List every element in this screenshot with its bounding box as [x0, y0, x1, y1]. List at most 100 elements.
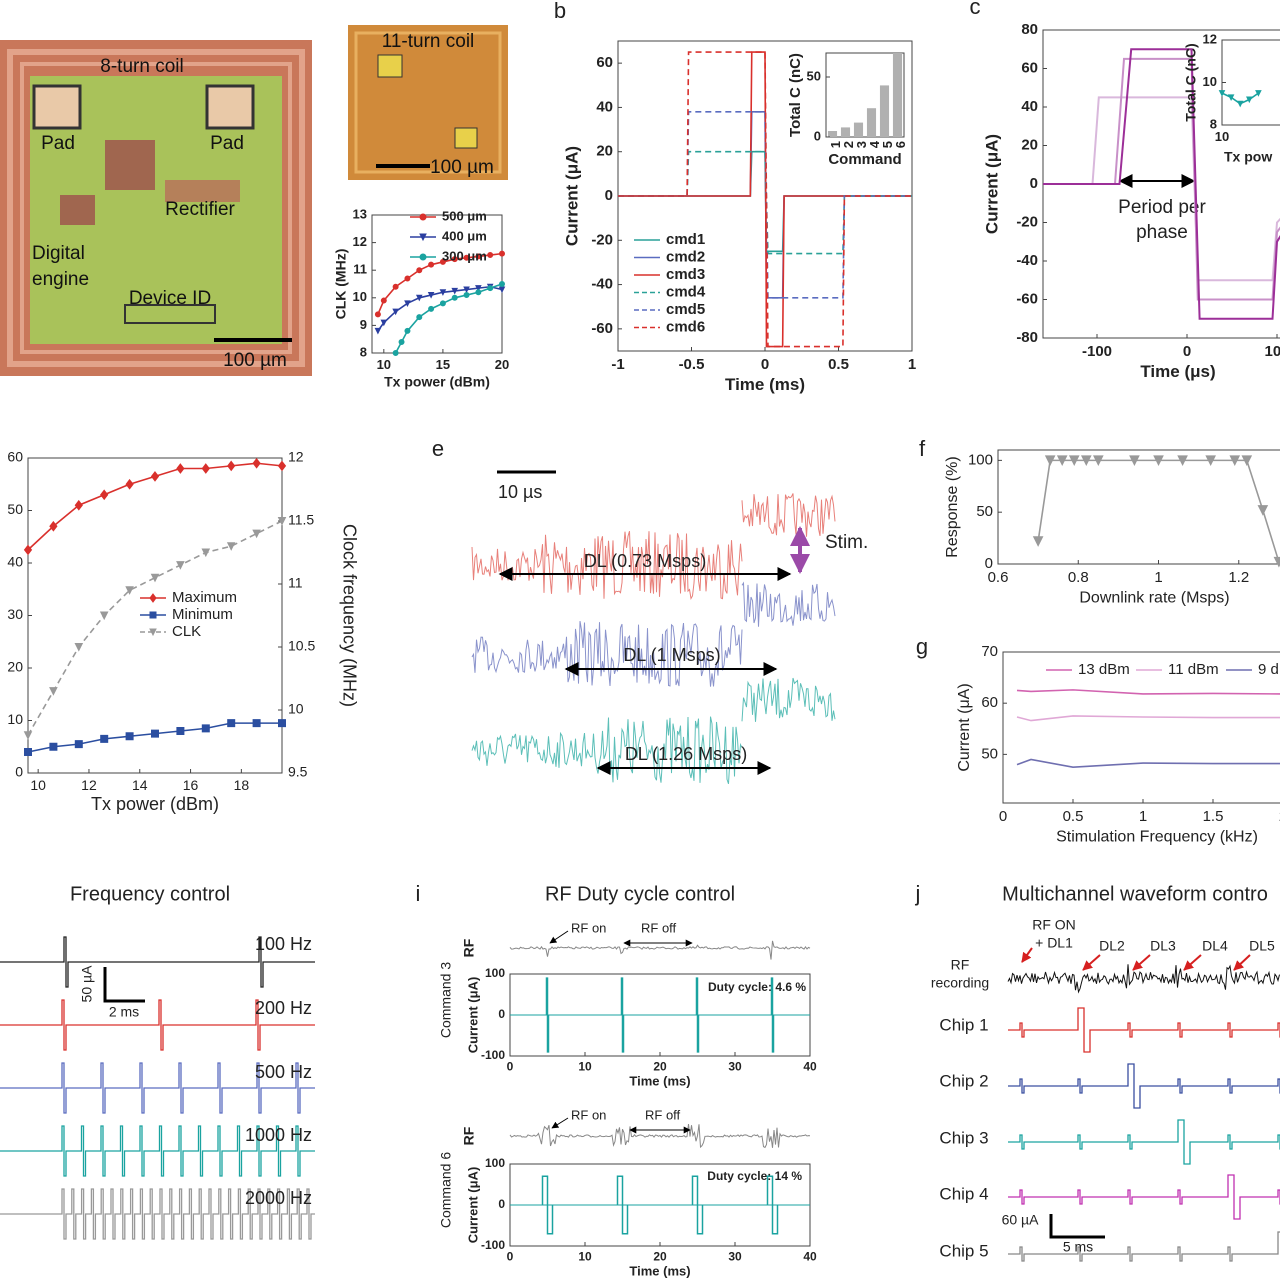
coil — [354, 31, 502, 174]
x-tick-label: 15 — [436, 357, 450, 372]
legend-label: cmd1 — [666, 231, 705, 248]
x-axis-label: Time (ms) — [629, 1073, 690, 1088]
marker — [428, 261, 435, 268]
marker — [125, 732, 134, 741]
y2-axis-label: Clock frequency (MHz) — [339, 524, 359, 707]
marker — [1044, 455, 1056, 466]
x-tick-label: 1 — [908, 356, 916, 373]
marker — [374, 311, 381, 318]
y-tick-label: 100 — [968, 451, 993, 468]
legend-label: 11 dBm — [1168, 661, 1219, 678]
x-tick-label: 1.2 — [1228, 569, 1249, 586]
marker — [201, 463, 210, 474]
annotation: DL (1.26 Msps) — [625, 744, 747, 764]
bar — [866, 108, 877, 137]
trace-label: 100 Hz — [255, 934, 312, 954]
marker — [1032, 536, 1044, 547]
series-line — [1016, 758, 1280, 768]
annotation: Duty cycle: 14 % — [707, 1169, 802, 1183]
marker — [475, 289, 482, 296]
y-tick-label: 70 — [981, 643, 998, 660]
y-tick-label: 13 — [353, 206, 367, 221]
label: Pad — [41, 133, 75, 154]
x-tick-label: 0 — [999, 808, 1007, 825]
bar — [840, 127, 851, 137]
y-tick-label: 0 — [814, 128, 821, 143]
annotation: DL (1 Msps) — [623, 645, 720, 665]
x-tick-label: 30 — [728, 1060, 742, 1074]
y-tick-label: 12 — [1203, 31, 1217, 46]
trace-label: recording — [931, 975, 989, 991]
scale-label: 2 ms — [109, 1004, 139, 1020]
bar — [827, 131, 838, 137]
marker — [252, 719, 261, 728]
marker — [1129, 455, 1140, 466]
marker — [439, 300, 446, 307]
marker — [499, 281, 505, 287]
x-tick-label: 5 — [880, 141, 895, 148]
marker — [419, 233, 427, 242]
waveform — [1008, 1119, 1280, 1165]
x-tick-label: 30 — [728, 1250, 742, 1264]
marker — [419, 213, 427, 221]
marker — [499, 250, 505, 257]
y-tick-label: -100 — [481, 1048, 505, 1062]
marker — [150, 573, 160, 583]
y-tick-label: -40 — [1016, 252, 1038, 269]
marker — [74, 499, 83, 511]
series-line — [618, 51, 912, 348]
y-tick-label: 20 — [596, 143, 613, 160]
x-tick-label: 2 — [841, 141, 856, 148]
y-tick-label: 0 — [498, 1197, 505, 1211]
marker — [1257, 505, 1269, 516]
waveform — [1007, 964, 1280, 994]
axes-frame — [997, 449, 1280, 565]
y-tick-label: 100 — [485, 1156, 505, 1170]
y-tick-label: -40 — [591, 276, 613, 293]
marker — [1177, 455, 1188, 466]
legend-label: cmd2 — [666, 248, 705, 265]
marker — [1241, 455, 1253, 466]
marker — [99, 611, 109, 621]
waveform — [741, 581, 836, 627]
series-line — [27, 520, 283, 736]
x-axis-label: Stimulation Frequency (kHz) — [1056, 829, 1258, 846]
marker — [487, 252, 494, 259]
x-tick-label: 0 — [1183, 343, 1191, 360]
marker — [1153, 455, 1164, 466]
y-tick-label: -100 — [481, 1238, 505, 1252]
x-tick-label: -100 — [1082, 343, 1112, 360]
x-axis-label: Time (ms) — [629, 1263, 690, 1278]
marker — [498, 286, 506, 294]
x-tick-label: 0.5 — [1063, 808, 1084, 825]
x-tick-label: 2 — [1279, 808, 1280, 825]
y-tick-label: 10 — [7, 711, 23, 727]
x-tick-label: 40 — [803, 1250, 817, 1264]
legend-label: cmd6 — [666, 318, 705, 335]
x-axis-label: Time (μs) — [1140, 362, 1215, 381]
marker — [1255, 90, 1262, 97]
trace-label: Chip 1 — [939, 1015, 988, 1034]
annotation: RF off — [641, 920, 677, 935]
marker — [100, 734, 109, 743]
waveform — [1008, 1063, 1280, 1109]
marker — [374, 327, 382, 335]
label: Digital — [32, 243, 85, 264]
panel-letter: i — [416, 881, 421, 906]
marker — [475, 285, 482, 292]
y-tick-label: 0 — [1030, 175, 1038, 192]
x-tick-label: 0.6 — [988, 569, 1009, 586]
series-line — [1016, 689, 1280, 695]
marker — [176, 727, 185, 735]
y2-tick-label: 11 — [288, 575, 303, 591]
x-tick-label: 1 — [1139, 808, 1147, 825]
legend-label: 400 μm — [442, 228, 487, 243]
bar — [892, 53, 903, 137]
marker — [227, 460, 236, 472]
axis-label: RF — [461, 938, 477, 957]
waveform — [471, 621, 743, 687]
marker — [463, 286, 470, 294]
axes-frame — [1221, 39, 1280, 126]
y-tick-label: 8 — [360, 344, 367, 359]
marker — [23, 544, 33, 556]
